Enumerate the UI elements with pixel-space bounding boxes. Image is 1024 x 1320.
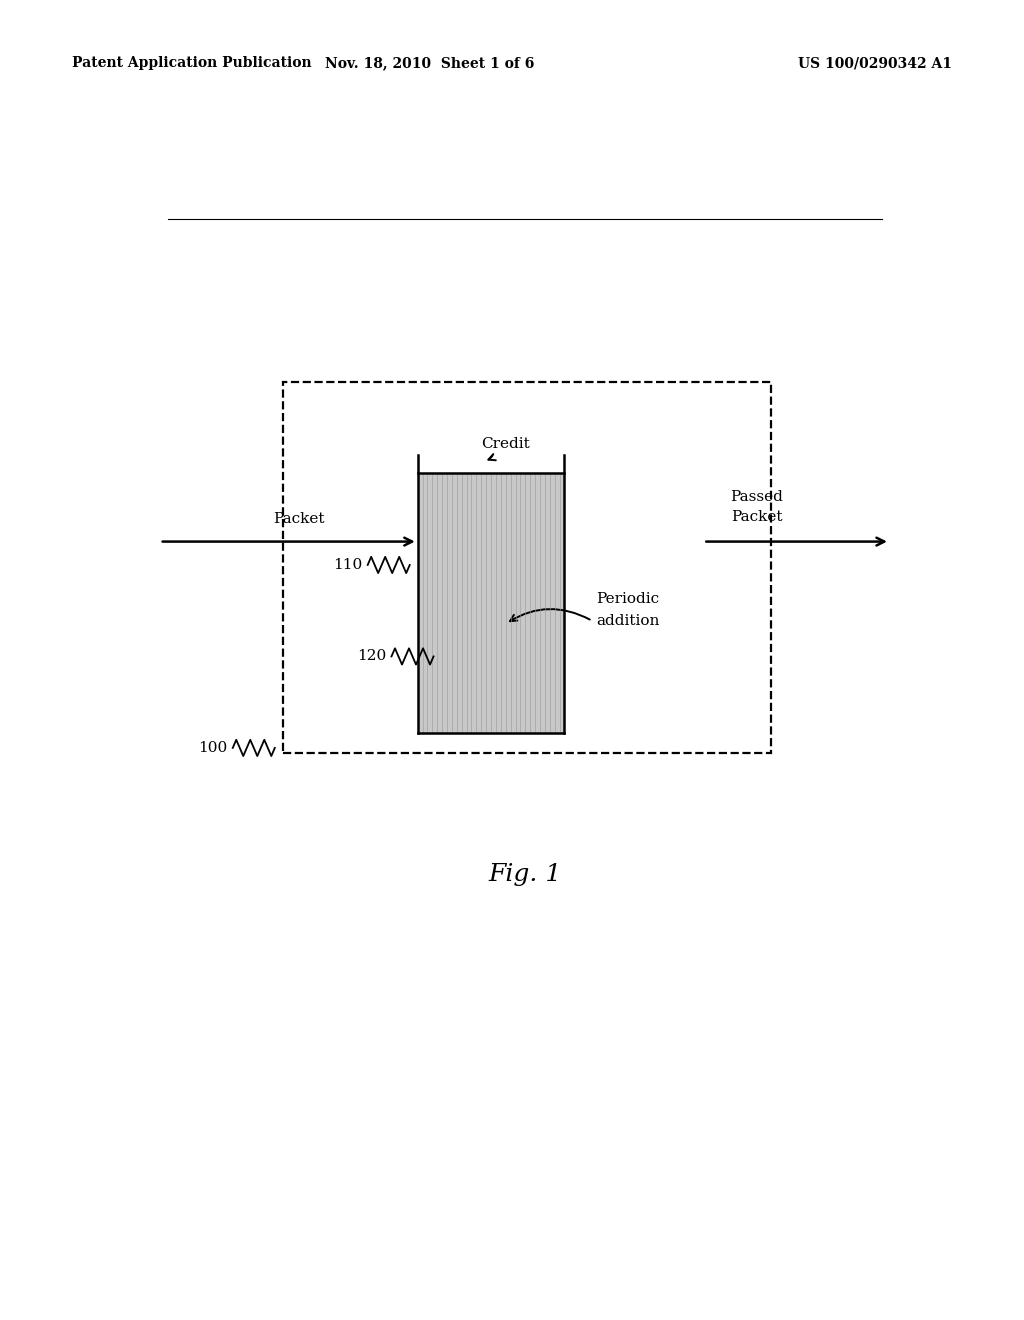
Text: Packet: Packet [731,511,782,524]
Bar [418,474,564,733]
Text: Packet: Packet [272,512,325,527]
Text: Periodic: Periodic [596,591,659,606]
Text: US 100/0290342 A1: US 100/0290342 A1 [799,57,952,70]
Bar [283,381,771,752]
Text: Fig. 1: Fig. 1 [488,863,561,887]
Text: 110: 110 [333,558,362,572]
Text: Passed: Passed [730,490,783,504]
Text: Patent Application Publication: Patent Application Publication [72,57,311,70]
Text: addition: addition [596,614,659,628]
Text: Credit: Credit [481,437,530,451]
Text: 100: 100 [198,741,227,755]
Text: Nov. 18, 2010  Sheet 1 of 6: Nov. 18, 2010 Sheet 1 of 6 [326,57,535,70]
Text: 120: 120 [356,649,386,664]
